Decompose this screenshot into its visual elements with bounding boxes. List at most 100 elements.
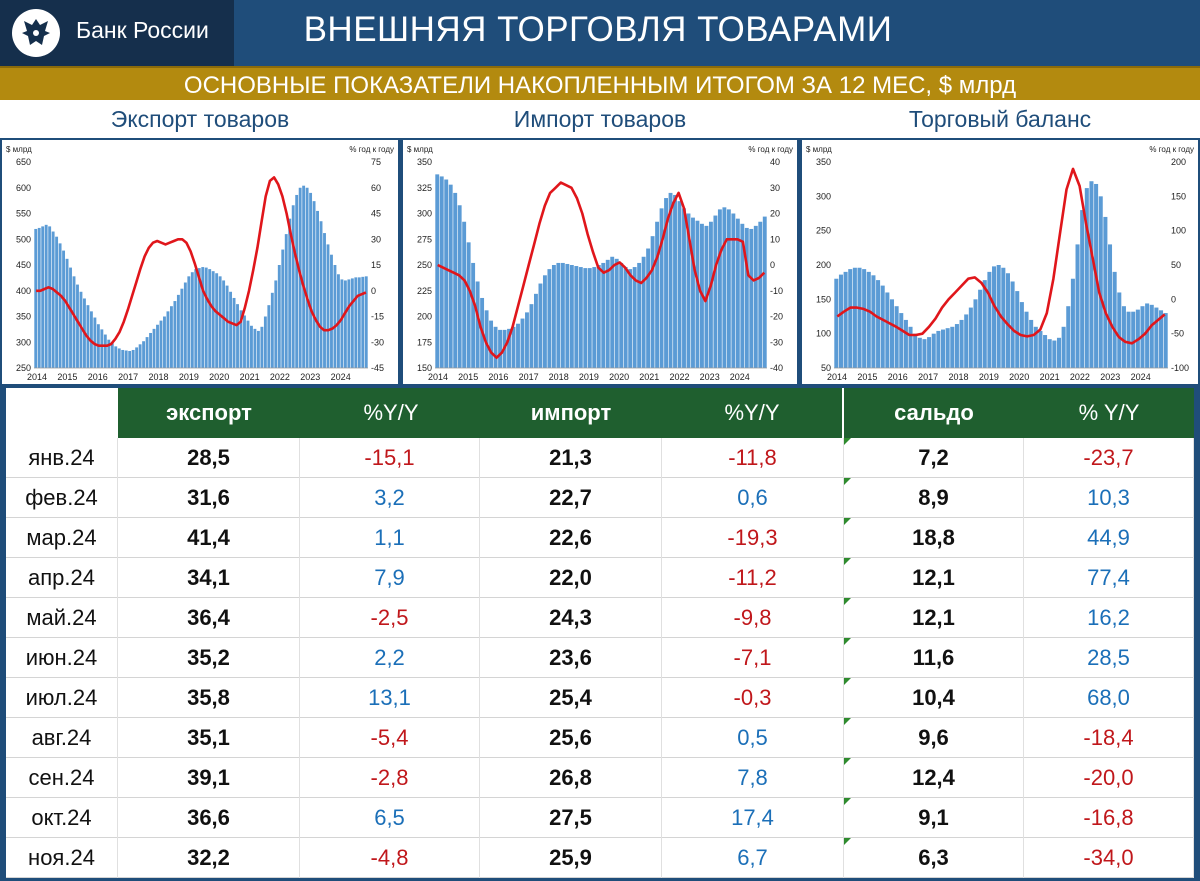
bar	[686, 213, 691, 368]
table-row: сен.24 39,1 -2,8 26,8 7,8 12,4 -20,0	[6, 758, 1194, 798]
bar	[1066, 306, 1071, 368]
table-header: экспорт %Y/Y импорт %Y/Y сальдо % Y/Y	[6, 388, 1194, 438]
bar	[44, 224, 48, 368]
import-cell: 25,4	[480, 678, 662, 718]
bar	[34, 228, 38, 368]
bar	[350, 278, 354, 368]
bar	[256, 330, 260, 368]
bar	[758, 221, 763, 368]
export-yy-cell: 2,2	[300, 638, 480, 678]
bar	[936, 330, 941, 368]
panel-title-export: Экспорт товаров	[110, 106, 290, 132]
y-tick-left: 175	[417, 337, 432, 347]
bar	[1089, 181, 1094, 368]
bar	[1145, 303, 1150, 368]
bar	[1056, 337, 1062, 368]
x-tick: 2017	[519, 372, 539, 382]
right-unit-label: % год к году	[349, 145, 394, 154]
subtitle-bar: ОСНОВНЫЕ ПОКАЗАТЕЛИ НАКОПЛЕННЫМ ИТОГОМ З…	[0, 66, 1200, 100]
bar	[619, 262, 624, 368]
bar	[542, 275, 547, 368]
balance-cell: 12,1	[844, 598, 1024, 638]
export-yy-cell: -5,4	[300, 718, 480, 758]
bar	[343, 280, 347, 368]
bar	[156, 324, 159, 368]
bar	[578, 267, 583, 368]
bar	[913, 333, 918, 368]
bar	[1103, 216, 1108, 368]
y-tick-left: 250	[816, 226, 831, 236]
bar	[197, 268, 201, 368]
bar	[1107, 244, 1113, 368]
import-cell: 22,0	[480, 558, 662, 598]
bar	[232, 297, 236, 368]
bar	[354, 277, 358, 368]
table-row: ноя.24 32,2 -4,8 25,9 6,7 6,3 -34,0	[6, 838, 1194, 878]
y-tick-right: 20	[770, 209, 780, 219]
bar	[516, 323, 520, 368]
bar	[1154, 307, 1159, 368]
y-tick-right: 15	[371, 260, 381, 270]
bar	[239, 310, 243, 368]
bar	[650, 236, 655, 368]
import-yy-cell: 6,7	[662, 838, 844, 878]
x-tick: 2024	[331, 372, 351, 382]
y-tick-left: 300	[816, 191, 831, 201]
bar	[475, 281, 480, 368]
bar	[1010, 281, 1015, 368]
y-tick-right: 150	[1171, 191, 1186, 201]
bar	[708, 221, 713, 368]
bar	[1043, 335, 1048, 368]
export-cell: 36,6	[118, 798, 300, 838]
balance-cell: 6,3	[844, 838, 1024, 878]
logo[interactable]: Банк России	[0, 0, 234, 66]
bar	[152, 328, 156, 368]
table-row: июн.24 35,2 2,2 23,6 -7,1 11,6 28,5	[6, 638, 1194, 678]
y-tick-right: 75	[371, 157, 381, 167]
table-row: май.24 36,4 -2,5 24,3 -9,8 12,1 16,2	[6, 598, 1194, 638]
bar	[466, 242, 471, 368]
bar	[1159, 310, 1164, 368]
bar	[1112, 271, 1117, 368]
month-cell: апр.24	[6, 558, 118, 598]
bar	[735, 218, 740, 368]
yoy-line	[437, 181, 766, 359]
balance-yy-cell: 44,9	[1024, 518, 1194, 558]
bar	[507, 328, 511, 368]
month-cell: июл.24	[6, 678, 118, 718]
bar	[246, 320, 250, 368]
bar	[72, 276, 76, 368]
bar	[1131, 311, 1136, 368]
page-subtitle: ОСНОВНЫЕ ПОКАЗАТЕЛИ НАКОПЛЕННЫМ ИТОГОМ З…	[183, 72, 1017, 99]
bar	[596, 265, 601, 368]
export-chart-svg: $ млрд% год к году2503003504004505005506…	[6, 145, 394, 382]
bar	[691, 217, 695, 368]
bar	[243, 315, 246, 368]
x-tick: 2015	[57, 372, 77, 382]
bar	[270, 292, 274, 368]
bar	[51, 231, 55, 368]
left-unit-label: $ млрд	[407, 145, 433, 154]
bar	[922, 339, 927, 368]
y-tick-right: 30	[371, 234, 381, 244]
month-cell: июн.24	[6, 638, 118, 678]
bar	[448, 184, 453, 368]
bar	[954, 324, 959, 368]
import-yy-cell: -11,8	[662, 438, 844, 478]
panel-titles: Экспорт товаров Импорт товаров Торговый …	[0, 100, 1200, 138]
bar	[731, 213, 736, 368]
header-import: импорт	[480, 388, 662, 438]
bar	[484, 310, 489, 368]
bar	[641, 256, 646, 368]
cell-comment-marker	[844, 678, 851, 685]
month-cell: окт.24	[6, 798, 118, 838]
bar	[744, 227, 749, 368]
bar	[673, 194, 677, 368]
cell-comment-marker	[844, 478, 851, 485]
bar	[267, 305, 271, 368]
header-balance: сальдо	[844, 388, 1024, 438]
import-cell: 26,8	[480, 758, 662, 798]
y-tick-right: 60	[371, 183, 381, 193]
x-tick: 2020	[1009, 372, 1029, 382]
bar	[1117, 292, 1122, 368]
